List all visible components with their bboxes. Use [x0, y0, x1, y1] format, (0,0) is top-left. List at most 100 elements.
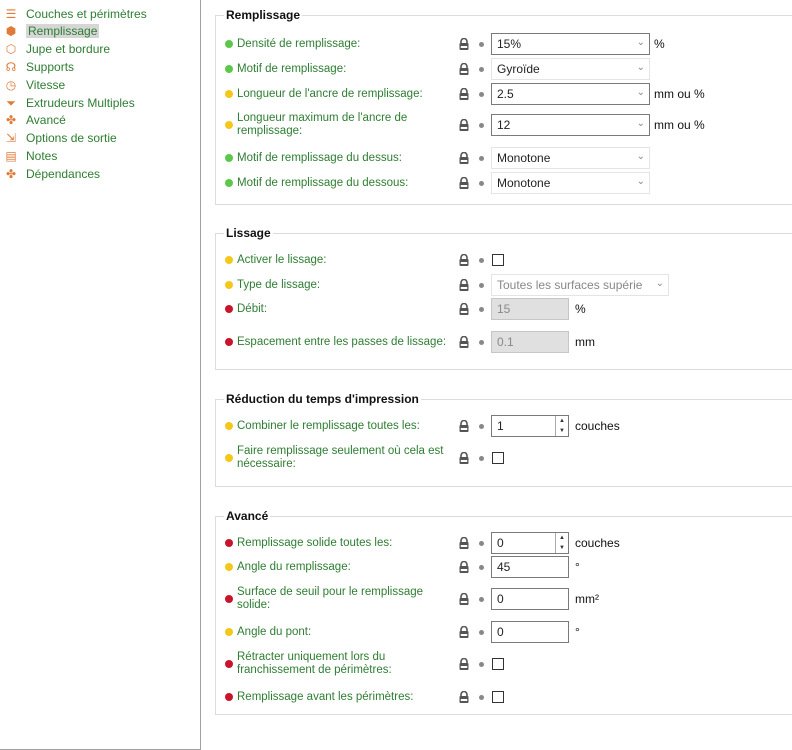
input-value: 0 — [497, 625, 504, 639]
sidebar-item-label: Dépendances — [26, 166, 101, 181]
reset-dot-icon[interactable] — [479, 307, 484, 312]
chevron-down-icon[interactable]: ⌄ — [636, 118, 645, 129]
setting-input[interactable]: Monotone ⌄ — [491, 147, 650, 169]
chevron-down-icon[interactable]: ⌄ — [636, 176, 645, 187]
section-1: Lissage — [215, 226, 792, 370]
layers-icon: ☰ — [5, 6, 17, 21]
reset-dot-icon[interactable] — [479, 662, 484, 667]
lock-icon[interactable] — [458, 536, 470, 549]
mode-indicator-icon — [225, 660, 233, 668]
setting-label: Angle du remplissage: — [237, 560, 351, 573]
mode-indicator-icon — [225, 90, 233, 98]
sidebar-item-0[interactable]: ☰ Couches et périmètres — [4, 5, 147, 22]
section-title: Avancé — [224, 509, 271, 523]
sidebar-item-4[interactable]: ◷ Vitesse — [4, 76, 65, 93]
sidebar-item-label: Avancé — [26, 113, 66, 128]
setting-input[interactable]: 0 ▲ ▼ — [491, 532, 569, 554]
spin-arrows-icon[interactable]: ▲ ▼ — [555, 533, 568, 553]
section-0: Remplissage — [215, 8, 792, 205]
setting-input[interactable]: 45 — [491, 556, 569, 578]
reset-dot-icon[interactable] — [479, 541, 484, 546]
lock-icon[interactable] — [458, 335, 470, 348]
setting-input[interactable]: 2.5 ⌄ — [491, 83, 650, 105]
lock-icon[interactable] — [458, 151, 470, 164]
setting-input[interactable]: Toutes les surfaces supérie ⌄ — [491, 274, 669, 296]
reset-dot-icon[interactable] — [479, 156, 484, 161]
setting-checkbox[interactable] — [492, 254, 504, 266]
lock-icon[interactable] — [458, 62, 470, 75]
sidebar-item-7[interactable]: ⇲ Options de sortie — [4, 130, 117, 147]
reset-dot-icon[interactable] — [479, 565, 484, 570]
sidebar-item-label: Vitesse — [26, 77, 66, 92]
lock-icon[interactable] — [458, 278, 470, 291]
chevron-down-icon[interactable]: ⌄ — [655, 278, 664, 289]
reset-dot-icon[interactable] — [479, 695, 484, 700]
lock-icon[interactable] — [458, 560, 470, 573]
setting-input[interactable]: 0 — [491, 621, 569, 643]
lock-icon[interactable] — [458, 625, 470, 638]
lock-icon[interactable] — [458, 690, 470, 703]
reset-dot-icon[interactable] — [479, 340, 484, 345]
setting-input[interactable]: 1 ▲ ▼ — [491, 415, 569, 437]
reset-dot-icon[interactable] — [479, 123, 484, 128]
sidebar-item-8[interactable]: ▤ Notes — [4, 147, 57, 164]
setting-checkbox[interactable] — [492, 691, 504, 703]
setting-input[interactable]: Gyroïde ⌄ — [491, 58, 650, 80]
lock-icon[interactable] — [458, 419, 470, 432]
chevron-down-icon[interactable]: ⌄ — [636, 151, 645, 162]
lock-icon[interactable] — [458, 87, 470, 100]
setting-input[interactable]: Monotone ⌄ — [491, 172, 650, 194]
sidebar-item-label: Couches et périmètres — [26, 6, 147, 21]
mode-indicator-icon — [225, 563, 233, 571]
reset-dot-icon[interactable] — [479, 258, 484, 263]
reset-dot-icon[interactable] — [479, 92, 484, 97]
lock-icon[interactable] — [458, 451, 470, 464]
mode-indicator-icon — [225, 256, 233, 264]
spin-arrows-icon[interactable]: ▲ ▼ — [555, 416, 568, 436]
setting-label: Faire remplissage seulement où cela est … — [237, 445, 444, 470]
lock-icon[interactable] — [458, 657, 470, 670]
mode-indicator-icon — [225, 693, 233, 701]
reset-dot-icon[interactable] — [479, 181, 484, 186]
setting-checkbox[interactable] — [492, 452, 504, 464]
chevron-down-icon[interactable]: ⌄ — [636, 62, 645, 73]
sidebar-item-1[interactable]: ⬢ Remplissage — [4, 23, 100, 40]
sidebar-item-5[interactable]: ⏷ Extrudeurs Multiples — [4, 94, 135, 111]
reset-dot-icon[interactable] — [479, 630, 484, 635]
reset-dot-icon[interactable] — [479, 424, 484, 429]
setting-checkbox[interactable] — [492, 658, 504, 670]
infill-icon: ⬢ — [5, 24, 17, 39]
mode-indicator-icon — [225, 179, 233, 187]
setting-label: Débit: — [237, 302, 268, 315]
lock-icon[interactable] — [458, 302, 470, 315]
lock-icon[interactable] — [458, 176, 470, 189]
sidebar-item-label: Remplissage — [26, 24, 100, 39]
chevron-down-icon[interactable]: ⌄ — [636, 37, 645, 48]
input-value: Gyroïde — [497, 62, 540, 76]
sidebar-item-label: Options de sortie — [26, 131, 117, 146]
setting-input[interactable]: 15 — [491, 298, 569, 320]
lock-icon[interactable] — [458, 118, 470, 131]
setting-input[interactable]: 0.1 — [491, 331, 569, 353]
reset-dot-icon[interactable] — [479, 456, 484, 461]
sidebar-item-9[interactable]: ✤ Dépendances — [4, 165, 100, 182]
mode-indicator-icon — [225, 121, 233, 129]
wrench-icon: ✤ — [5, 113, 17, 128]
lock-icon[interactable] — [458, 592, 470, 605]
lock-icon[interactable] — [458, 253, 470, 266]
setting-input[interactable]: 12 ⌄ — [491, 114, 650, 136]
setting-input[interactable]: 0 — [491, 588, 569, 610]
sidebar-item-6[interactable]: ✤ Avancé — [4, 112, 66, 129]
skirt-icon: ⬡ — [5, 42, 17, 57]
sidebar-item-2[interactable]: ⬡ Jupe et bordure — [4, 41, 110, 58]
section-title: Remplissage — [224, 8, 303, 22]
reset-dot-icon[interactable] — [479, 67, 484, 72]
setting-input[interactable]: 15% ⌄ — [491, 33, 650, 55]
chevron-down-icon[interactable]: ⌄ — [636, 87, 645, 98]
reset-dot-icon[interactable] — [479, 42, 484, 47]
lock-icon[interactable] — [458, 37, 470, 50]
reset-dot-icon[interactable] — [479, 597, 484, 602]
sidebar-item-3[interactable]: ☊ Supports — [4, 58, 74, 75]
setting-label: Type de lissage: — [237, 278, 321, 291]
reset-dot-icon[interactable] — [479, 283, 484, 288]
